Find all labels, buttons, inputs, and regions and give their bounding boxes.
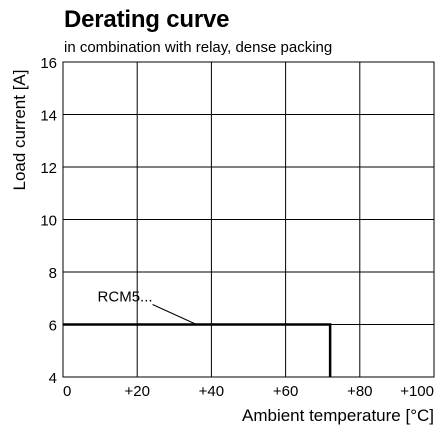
y-tick-label: 14 — [40, 108, 57, 125]
x-tick-label: +40 — [199, 383, 224, 400]
grid-lines — [63, 62, 434, 377]
y-tick-label: 12 — [40, 160, 57, 177]
x-tick-label: +80 — [347, 383, 372, 400]
x-tick-label: 0 — [63, 383, 71, 400]
y-tick-label: 16 — [40, 55, 57, 72]
x-axis-ticks: 0 +20 +40 +60 +80 +100 — [63, 383, 434, 400]
chart-title: Derating curve — [64, 6, 230, 33]
series-layer — [63, 323, 332, 377]
annotations-layer: RCM5... — [98, 289, 197, 325]
x-axis-label: Ambient temperature [°C] — [242, 406, 434, 425]
y-axis-label: Load current [A] — [10, 70, 29, 191]
y-tick-label: 8 — [49, 265, 57, 282]
x-tick-label: +100 — [400, 383, 434, 400]
y-axis-ticks: 4 6 8 10 12 14 16 — [40, 55, 57, 387]
x-tick-label: +60 — [273, 383, 298, 400]
y-tick-label: 4 — [49, 370, 57, 387]
x-tick-label: +20 — [124, 383, 149, 400]
y-tick-label: 10 — [40, 213, 57, 230]
plot-frame — [62, 61, 435, 378]
series-line-rcm5 — [63, 323, 332, 377]
annotation-leader-line — [152, 304, 197, 325]
annotation-label: RCM5... — [98, 289, 153, 306]
y-tick-label: 6 — [49, 318, 57, 335]
chart-subtitle: in combination with relay, dense packing — [64, 39, 333, 56]
